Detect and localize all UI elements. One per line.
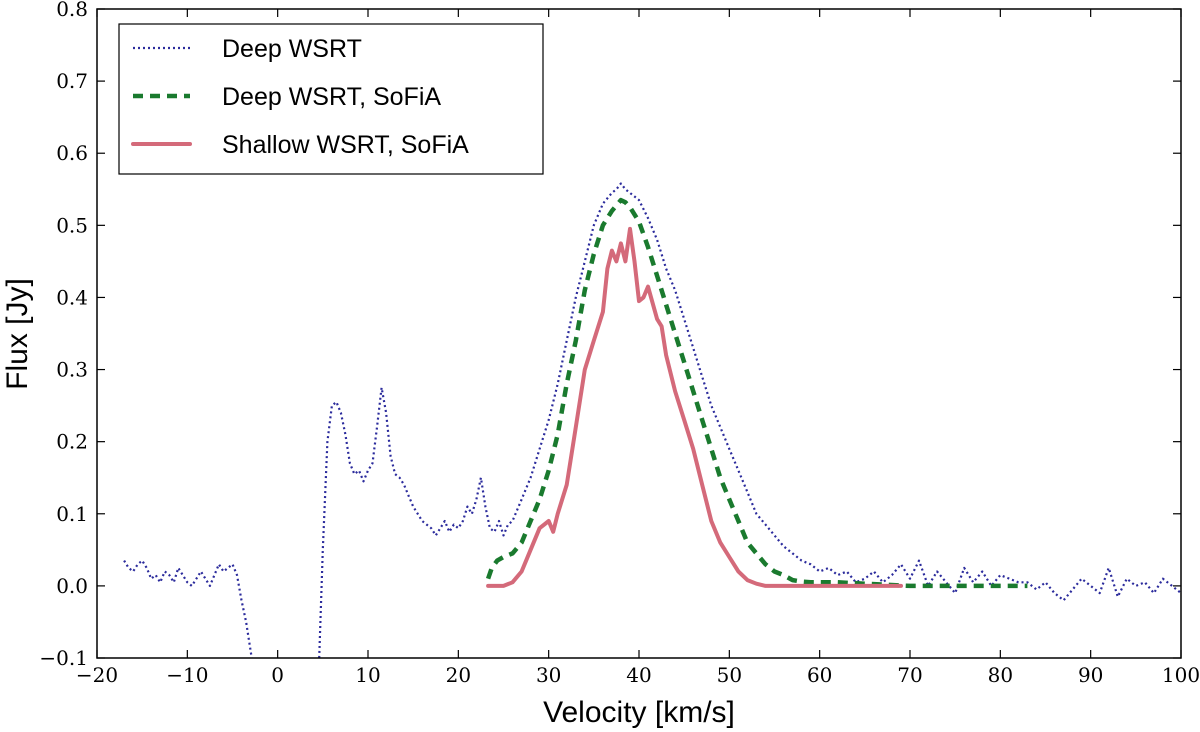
x-tick-label: 30 bbox=[536, 663, 561, 687]
y-tick-label: 0.1 bbox=[56, 502, 88, 526]
ticks-layer: −20 −10 0 10 20 30 40 50 60 70 80 90 100 −0.1 0.0 0.1 0.… bbox=[39, 0, 1200, 687]
y-tick-label: 0.8 bbox=[56, 0, 88, 21]
y-axis-label: Flux [Jy] bbox=[1, 278, 34, 390]
x-tick-label: −20 bbox=[76, 663, 118, 687]
y-tick-label: 0.5 bbox=[56, 213, 88, 237]
x-tick-label: −10 bbox=[166, 663, 208, 687]
legend-label: Deep WSRT, SoFiA bbox=[222, 83, 441, 111]
x-tick-label: 10 bbox=[355, 663, 380, 687]
x-tick-label: 20 bbox=[446, 663, 471, 687]
x-tick-label: 60 bbox=[807, 663, 832, 687]
legend-label: Shallow WSRT, SoFiA bbox=[222, 131, 469, 159]
x-tick-label: 0 bbox=[271, 663, 284, 687]
x-axis-label: Velocity [km/s] bbox=[543, 696, 735, 729]
y-tick-label: 0.3 bbox=[56, 358, 88, 382]
legend: Deep WSRT Deep WSRT, SoFiA Shallow WSRT, S… bbox=[118, 23, 544, 175]
x-tick-label: 40 bbox=[626, 663, 651, 687]
y-tick-label: 0.2 bbox=[56, 430, 88, 454]
x-tick-label: 50 bbox=[717, 663, 742, 687]
x-tick-label: 90 bbox=[1078, 663, 1103, 687]
series-line-shallow-wsrt-sofia bbox=[486, 226, 903, 588]
x-tick-label: 80 bbox=[988, 663, 1013, 687]
y-tick-label: 0.0 bbox=[56, 574, 88, 598]
y-tick-label: 0.7 bbox=[56, 69, 88, 93]
y-tick-label: −0.1 bbox=[39, 646, 88, 670]
series-line-deep-wsrt-sofia bbox=[485, 197, 1028, 589]
y-tick-label: 0.6 bbox=[56, 141, 88, 165]
y-tick-label: 0.4 bbox=[56, 285, 88, 309]
x-tick-label: 100 bbox=[1162, 663, 1200, 687]
x-tick-label: 70 bbox=[897, 663, 922, 687]
series-layer bbox=[123, 182, 1181, 658]
legend-label: Deep WSRT bbox=[222, 35, 362, 63]
